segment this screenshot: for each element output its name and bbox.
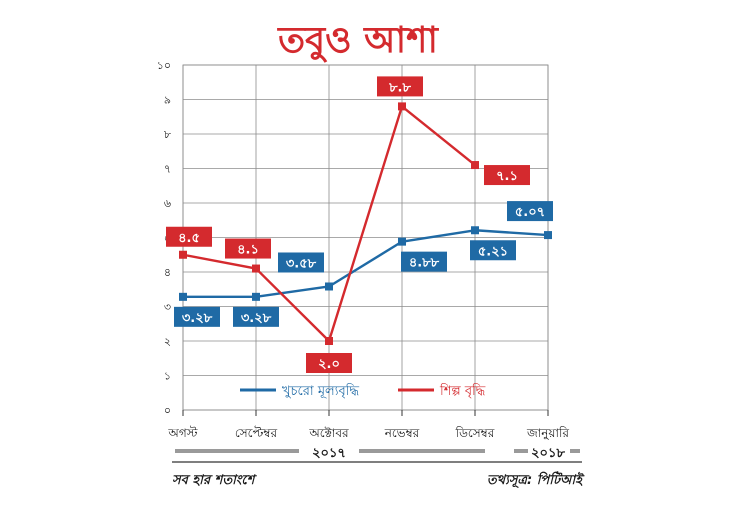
y-tick-label: ২ <box>164 335 171 348</box>
data-label-box <box>306 353 352 373</box>
data-label-box <box>174 306 220 327</box>
y-tick-label: ৮ <box>164 128 171 141</box>
data-label: ৮.৮ <box>388 80 411 95</box>
year-label: ২০১৮ <box>531 446 565 461</box>
data-point-0 <box>325 282 333 291</box>
data-label-box <box>233 306 279 327</box>
data-point-0 <box>179 292 187 301</box>
year-bar <box>570 449 580 453</box>
data-point-1 <box>471 161 479 170</box>
legend-label: শিল্প বৃদ্ধি <box>439 383 486 399</box>
legend: খুচরো মূল্যবৃদ্ধি শিল্প বৃদ্ধি <box>240 383 486 399</box>
y-tick-label: ১ <box>164 370 171 383</box>
year-label: ২০১৭ <box>312 446 346 461</box>
data-labels: ৩.২৮ ৩.২৮ ৩.৫৮ ৪.৮৮ ৫.২১ ৫.০৭ ৪.৫ ৪.১ ২.০ ৮.৮ ৭.১ <box>166 76 553 373</box>
x-tick-label: ডিসেম্বর <box>455 426 495 440</box>
series-line-0 <box>183 229 549 299</box>
year-bar <box>514 449 528 453</box>
series <box>179 102 552 345</box>
x-tick-label: অগস্ট <box>167 426 198 440</box>
data-point-0 <box>398 237 406 246</box>
footer-source: তথ্যসূত্র: পিটিআই <box>487 471 585 489</box>
y-tick-label: ৩ <box>164 301 171 314</box>
data-label: ৩.৫৮ <box>286 256 317 271</box>
data-label-box <box>484 165 530 186</box>
x-tick-label: নভেম্বর <box>384 426 420 440</box>
data-point-0 <box>544 231 552 240</box>
data-label: ৪.৮৮ <box>409 256 440 271</box>
y-tick-label: ৯ <box>164 94 171 107</box>
data-point-1 <box>325 337 333 345</box>
year-groups: ২০১৭ ২০১৮ <box>175 446 580 461</box>
data-point-1 <box>398 102 406 111</box>
grid <box>182 64 549 411</box>
data-label-box <box>470 240 516 261</box>
data-point-0 <box>471 226 479 235</box>
footer-note: সব হার শতাংশে <box>172 473 258 488</box>
data-label: ৩.২৮ <box>241 311 272 326</box>
data-label: ৫.২১ <box>478 244 508 259</box>
y-tick-label: ০ <box>164 404 171 417</box>
data-label: ২.০ <box>318 357 340 372</box>
data-label-box <box>377 76 423 97</box>
data-label-box <box>507 201 553 222</box>
legend-label: খুচরো মূল্যবৃদ্ধি <box>282 383 359 399</box>
y-tick-label: ৭ <box>164 163 171 176</box>
y-tick-label: ৪ <box>164 266 171 279</box>
chart-title: তবুও আশা <box>276 19 439 63</box>
x-tick-label: সেপ্টেম্বর <box>235 426 278 440</box>
year-bar <box>175 449 299 453</box>
y-tick-label: ৬ <box>164 197 171 210</box>
data-label: ৩.২৮ <box>182 311 213 326</box>
y-tick-label: ১০ <box>157 59 171 72</box>
data-label-box <box>225 238 271 259</box>
data-label: ৭.১ <box>496 169 518 184</box>
data-label: ৫.০৭ <box>515 205 545 220</box>
x-tick-label: অক্টোবর <box>308 426 349 440</box>
data-label-box <box>278 252 324 273</box>
data-label-box <box>401 251 447 272</box>
year-bar <box>359 449 485 453</box>
data-point-0 <box>252 292 260 301</box>
x-tick-label: জানুয়ারি <box>526 426 569 441</box>
data-label-box <box>166 226 212 247</box>
data-point-1 <box>252 264 260 273</box>
data-label: ৪.১ <box>237 243 259 258</box>
data-point-1 <box>179 250 187 259</box>
data-label: ৪.৫ <box>178 231 200 246</box>
